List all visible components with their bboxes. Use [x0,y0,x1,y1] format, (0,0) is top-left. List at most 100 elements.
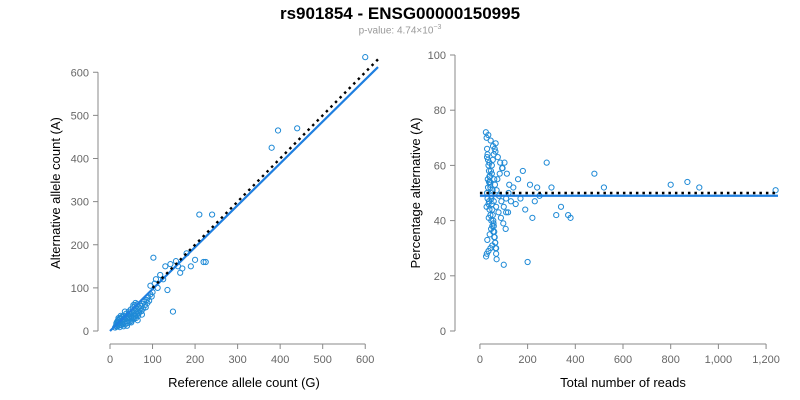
data-point [591,170,598,177]
data-point [494,176,501,183]
data-point [500,203,507,210]
y-axis-title: Alternative allele count (A) [48,117,63,269]
data-point [483,154,491,161]
data-point [531,198,538,205]
data-point [498,198,505,205]
data-point [169,308,177,315]
x-tick-label: 0 [477,354,483,366]
data-point [696,184,703,191]
data-point [522,206,529,213]
data-point [268,144,275,151]
data-point [274,127,282,134]
data-point [502,225,509,232]
x-tick-label: 0 [107,354,113,366]
data-point [493,187,500,194]
data-point [553,211,560,219]
y-tick-label: 600 [71,67,89,79]
data-point [501,159,508,166]
data-point [491,176,498,183]
data-point [489,187,496,194]
data-point [507,198,515,205]
data-point [497,214,505,221]
y-axis-title: Percentage alternative (A) [408,117,423,268]
data-point [485,214,492,221]
y-tick-label: 0 [83,326,89,338]
x-tick-label: 600 [356,354,374,366]
x-tick-label: 500 [314,354,332,366]
data-point [493,203,500,210]
y-tick-label: 200 [71,240,89,252]
scatter-panel-2: 0 200 400 600 800 1,000 1,200 0 20 40 60 80 100 Total… [408,50,780,390]
x-tick-label: 200 [518,354,536,366]
data-point [119,321,126,328]
data-point [529,214,536,221]
x-tick-label: 100 [143,354,161,366]
data-point [500,220,507,227]
data-point [187,263,194,270]
x-axis-title: Total number of reads [560,375,686,390]
data-point [543,159,550,166]
data-point [495,209,502,216]
x-tick-label: 800 [662,354,680,366]
y-tick-label: 300 [71,197,89,209]
data-point [208,211,216,218]
data-point [148,293,155,300]
data-point [162,263,169,270]
data-point [196,211,203,218]
y-tick-label: 100 [71,283,89,295]
data-point [510,184,517,191]
data-point [486,159,493,166]
data-point [152,276,160,283]
data-point [486,231,493,238]
y-tick-label: 0 [440,326,446,338]
data-point [519,167,526,175]
y-tick-label: 40 [434,216,446,228]
data-point [506,181,513,188]
data-point [483,253,490,260]
data-point [600,184,608,191]
data-point [503,170,510,177]
p-value-exponent: −3 [433,24,442,31]
x-tick-label: 600 [614,354,632,366]
data-point [490,220,497,227]
scatter-panel-1: 0 100 200 300 400 500 600 0 100 200 300 400 500 600 Re… [48,54,379,390]
data-point [484,236,491,244]
data-point [504,209,512,216]
data-point [496,170,503,177]
p-value-text: p-value: 4.74×10 [358,25,434,37]
y-tick-label: 80 [434,105,446,117]
data-point [484,176,491,183]
x-tick-label: 1,200 [752,354,780,366]
x-axis-title: Reference allele count (G) [168,375,320,390]
data-point [128,319,135,326]
y-tick-label: 20 [434,271,446,283]
data-point [150,254,157,261]
y-tick-label: 400 [71,154,89,166]
data-point [567,214,574,221]
data-point [134,317,141,324]
data-point [179,265,186,272]
data-point [202,258,209,266]
fit-line [109,66,379,332]
data-point [492,148,499,155]
data-point [488,170,495,177]
data-point [493,250,500,257]
data-point [191,256,199,263]
data-point [294,125,301,132]
data-point [494,154,501,161]
y-tick-label: 500 [71,110,89,122]
data-point [514,176,522,183]
chart-subtitle: p-value: 4.74×10−3 [0,24,800,36]
data-point [772,187,779,194]
reference-line [151,58,379,289]
data-point [684,178,691,186]
data-point [493,256,500,263]
data-point [557,203,565,210]
data-point [512,200,519,208]
data-point [164,286,171,294]
x-tick-label: 200 [186,354,204,366]
data-point [362,54,369,61]
data-point [503,209,510,216]
data-point [488,225,495,232]
data-point [489,142,497,150]
